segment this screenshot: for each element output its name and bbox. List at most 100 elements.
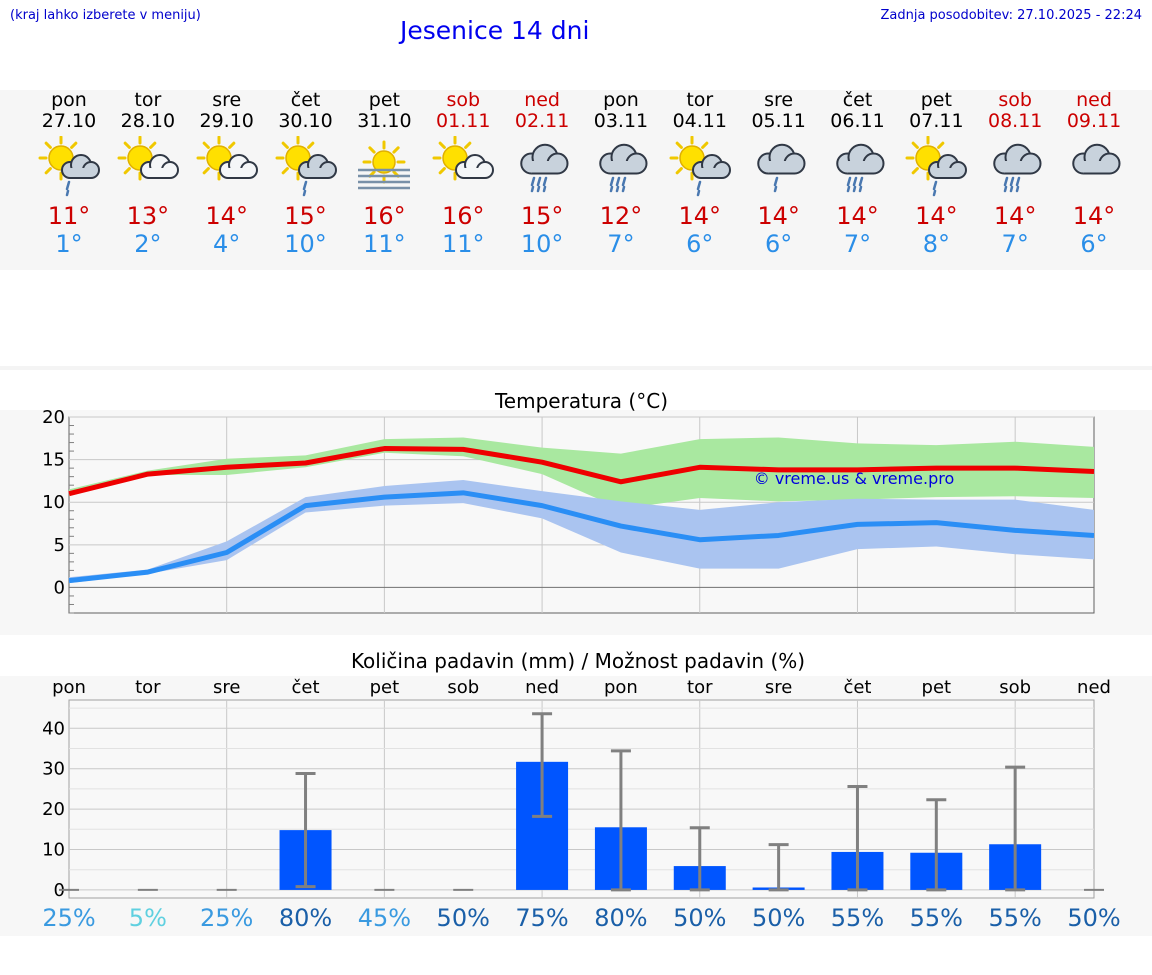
- precipitation-probability: 75%: [515, 904, 568, 932]
- y-tick-label: 10: [42, 840, 65, 861]
- temp-max: 14°: [836, 202, 879, 230]
- y-tick-label: 30: [42, 759, 65, 780]
- min-temp-line: [68, 490, 1095, 584]
- day-date: 02.11: [514, 110, 570, 132]
- day-date: 27.10: [41, 110, 97, 132]
- temp-max: 11°: [47, 202, 91, 230]
- x-category-label: ned: [1077, 677, 1111, 698]
- precipitation-error-bar: [768, 843, 789, 892]
- precipitation-probability: 50%: [673, 904, 726, 932]
- temp-min: 11°: [363, 230, 406, 258]
- forecast-day: pon 03.11 12° 7°: [581, 90, 661, 258]
- temp-min: 2°: [134, 230, 162, 258]
- precipitation-error-bar: [610, 749, 631, 892]
- x-category-label: čet: [843, 677, 871, 698]
- precipitation-error-bar: [295, 772, 316, 889]
- forecast-day: sob 08.11 14° 7°: [975, 90, 1055, 258]
- day-name: tor: [134, 89, 162, 111]
- temp-max: 14°: [205, 202, 248, 230]
- sun-cloud-icon: [432, 136, 495, 181]
- temp-max: 16°: [363, 202, 406, 230]
- day-date: 03.11: [593, 110, 649, 132]
- temperature-chart-title: Temperatura (°C): [494, 389, 668, 413]
- day-name: sre: [212, 89, 242, 111]
- sun-cloud-rain-icon: [669, 136, 731, 197]
- forecast-day: sre 05.11 14° 6°: [739, 90, 819, 258]
- sun-fog-icon: [358, 140, 411, 190]
- day-name: pon: [603, 89, 639, 111]
- day-date: 31.10: [357, 110, 412, 132]
- precipitation-probability: 25%: [42, 904, 95, 932]
- forecast-day: pon 27.10 11° 1°: [29, 90, 109, 258]
- x-category-label: sre: [213, 677, 240, 698]
- forecast-strip: [0, 90, 1152, 270]
- forecast-day: čet 30.10 15° 10°: [266, 90, 346, 258]
- location-menu-hint[interactable]: (kraj lahko izberete v meniju): [10, 8, 201, 23]
- x-category-label: sre: [765, 677, 792, 698]
- temp-min: 11°: [441, 230, 485, 258]
- y-tick-label: 20: [42, 407, 65, 428]
- day-name: sob: [998, 89, 1032, 111]
- page-title: Jesenice 14 dni: [400, 16, 590, 45]
- forecast-day: pet 31.10 16° 11°: [344, 90, 424, 258]
- y-tick-label: 20: [42, 799, 65, 820]
- x-category-label: pon: [604, 677, 638, 698]
- temp-min: 6°: [1080, 230, 1108, 258]
- day-name: ned: [1076, 89, 1112, 111]
- day-name: pon: [51, 89, 87, 111]
- x-category-label: ned: [525, 677, 559, 698]
- temp-min: 4°: [213, 230, 241, 258]
- day-date: 01.11: [436, 110, 491, 132]
- precipitation-probability: 55%: [988, 904, 1041, 932]
- precipitation-probability: 55%: [831, 904, 884, 932]
- forecast-day: ned 02.11 15° 10°: [502, 90, 582, 258]
- temp-max: 14°: [1072, 202, 1116, 230]
- precipitation-error-bar: [926, 798, 947, 892]
- day-name: pet: [368, 89, 400, 111]
- precipitation-probability: 80%: [279, 904, 332, 932]
- forecast-day: tor 28.10 13° 2°: [108, 90, 188, 258]
- precipitation-chart-title: Količina padavin (mm) / Možnost padavin …: [351, 649, 805, 673]
- cloud-rain-icon: [993, 143, 1042, 193]
- temperature-chart: Temperatura (°C) 0 5 10 15 20 © vreme.us & vre…: [42, 389, 1095, 614]
- forecast-day: pet 07.11 14° 8°: [896, 90, 976, 258]
- day-name: sob: [446, 89, 481, 111]
- day-date: 29.10: [199, 110, 254, 132]
- cloud-rain-icon: [599, 143, 648, 193]
- y-tick-label: 5: [54, 535, 65, 556]
- precipitation-error-bar: [1005, 765, 1026, 892]
- cloud-rain-icon: [835, 143, 884, 193]
- x-category-label: pet: [370, 677, 400, 698]
- max-temp-line: [68, 446, 1095, 497]
- precipitation-probability: 55%: [910, 904, 963, 932]
- forecast-day: sre 29.10 14° 4°: [187, 90, 267, 258]
- cloud-rain-icon: [520, 143, 569, 193]
- temp-max: 14°: [993, 202, 1037, 230]
- last-updated: Zadnja posodobitev: 27.10.2025 - 22:24: [880, 8, 1142, 23]
- forecast-day: sob 01.11 16° 11°: [423, 90, 503, 258]
- y-tick-label: 10: [42, 492, 65, 513]
- precipitation-error-bar: [689, 826, 710, 892]
- precipitation-probability: 5%: [129, 904, 167, 932]
- sun-cloud-icon: [117, 136, 179, 181]
- temp-max: 15°: [520, 202, 564, 230]
- temp-min: 1°: [55, 230, 83, 258]
- day-name: sre: [764, 89, 794, 111]
- temp-min: 7°: [607, 230, 635, 258]
- day-date: 09.11: [1066, 110, 1122, 132]
- temp-max: 14°: [757, 202, 800, 230]
- y-tick-label: 0: [54, 577, 65, 598]
- temp-min: 10°: [284, 230, 327, 258]
- precipitation-error-bar: [532, 712, 553, 818]
- precipitation-chart: Količina padavin (mm) / Možnost padavin …: [42, 649, 1121, 932]
- day-date: 28.10: [120, 110, 176, 132]
- watermark: © vreme.us & vreme.pro: [754, 469, 955, 488]
- day-name: čet: [842, 89, 873, 111]
- precipitation-probability: 50%: [1067, 904, 1120, 932]
- sun-cloud-rain-icon: [275, 136, 337, 197]
- x-category-label: tor: [687, 677, 713, 698]
- temp-max: 16°: [441, 202, 485, 230]
- x-category-label: pon: [52, 677, 86, 698]
- sun-cloud-rain-icon: [905, 136, 968, 197]
- x-category-label: čet: [292, 677, 320, 698]
